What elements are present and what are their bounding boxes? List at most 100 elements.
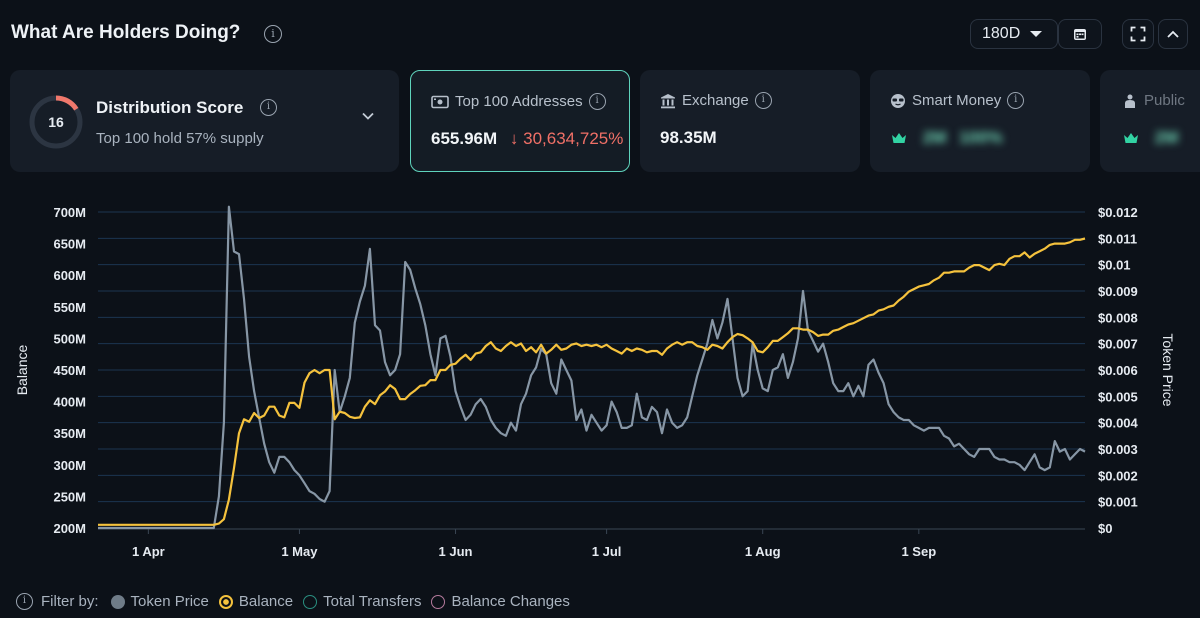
right-tick-label: $0.002: [1098, 468, 1138, 483]
top-100-label: Top 100 Addresses: [455, 93, 583, 110]
chevron-up-icon: [1167, 30, 1179, 38]
left-tick-label: 200M: [53, 521, 86, 536]
page-title: What Are Holders Doing?: [11, 22, 241, 43]
top-100-change-value: 30,634,725%: [523, 129, 624, 148]
top-100-addresses-card[interactable]: Top 100 Addresses i 655.96M ↓ 30,634,725…: [410, 70, 630, 172]
calendar-button[interactable]: [1058, 19, 1102, 49]
right-tick-label: $0.007: [1098, 337, 1138, 352]
filter-label: Filter by:: [41, 593, 99, 610]
left-tick-label: 250M: [53, 489, 86, 504]
right-tick-label: $0.004: [1098, 416, 1139, 431]
left-tick-label: 650M: [53, 237, 86, 252]
filter-token-price[interactable]: Token Price: [110, 593, 209, 610]
crown-icon: [1124, 133, 1138, 143]
crown-icon: [892, 133, 906, 143]
arrow-down-icon: ↓: [509, 129, 524, 148]
info-icon[interactable]: i: [16, 593, 33, 610]
left-axis-title: Balance: [14, 344, 30, 395]
right-tick-label: $0.008: [1098, 310, 1138, 325]
top-100-value-row: 655.96M ↓ 30,634,725%: [431, 129, 623, 149]
public-value: 2M: [1154, 128, 1179, 147]
x-tick-label: 1 Apr: [132, 544, 165, 559]
public-card[interactable]: Public 2M: [1100, 70, 1200, 172]
legend-dot-icon: [431, 594, 446, 609]
exchange-card[interactable]: Exchange i 98.35M: [640, 70, 860, 172]
filter-label-text: Total Transfers: [323, 593, 422, 610]
legend-dot-icon: [218, 594, 233, 609]
info-icon[interactable]: i: [1007, 92, 1025, 109]
smart-money-label: Smart Money: [912, 92, 1002, 109]
x-tick-label: 1 Jul: [592, 544, 622, 559]
time-range-select[interactable]: 180D: [970, 19, 1058, 49]
x-tick-label: 1 May: [281, 544, 318, 559]
right-tick-label: $0.005: [1098, 389, 1138, 404]
smart-money-value-row: 2M 100%: [890, 128, 1003, 148]
collapse-button[interactable]: [1158, 19, 1188, 49]
money-icon: [431, 95, 449, 108]
filter-items: Token Price Balance Total Transfers Balance…: [110, 593, 580, 610]
info-icon[interactable]: i: [260, 99, 277, 116]
top-100-change: ↓ 30,634,725%: [510, 129, 623, 148]
info-icon[interactable]: i: [588, 93, 606, 110]
distribution-score-subtitle: Top 100 hold 57% supply: [96, 130, 264, 147]
left-tick-label: 600M: [53, 268, 86, 283]
expand-icon: [1130, 26, 1146, 42]
smart-money-value: 2M: [922, 128, 947, 147]
right-tick-label: $0.01: [1098, 258, 1131, 273]
holders-chart: $0 $0.001 $0.002 $0.003 $0.004 $0.005 $0.006 $0…: [0, 196, 1200, 568]
caret-down-icon: [1030, 31, 1043, 37]
exchange-value: 98.35M: [660, 128, 717, 147]
card-header: Exchange i: [660, 92, 772, 109]
calendar-icon: [1074, 29, 1086, 40]
right-tick-label: $0.001: [1098, 495, 1138, 510]
filter-label-text: Token Price: [130, 593, 209, 610]
distribution-score-card[interactable]: 16 Distribution Score i Top 100 hold 57%…: [10, 70, 399, 172]
x-tick-label: 1 Aug: [745, 544, 781, 559]
right-tick-label: $0: [1098, 521, 1112, 536]
score-ring: [29, 95, 83, 149]
filter-balance[interactable]: Balance: [218, 593, 294, 610]
legend-dot-icon: [110, 594, 125, 609]
right-tick-label: $0.003: [1098, 442, 1138, 457]
left-tick-label: 450M: [53, 363, 86, 378]
expand-button[interactable]: [1122, 19, 1154, 49]
bank-icon: [661, 93, 675, 108]
legend-dot-icon: [303, 594, 318, 609]
x-tick-label: 1 Jun: [439, 544, 473, 559]
card-header: Smart Money i: [890, 92, 1025, 109]
left-tick-label: 350M: [53, 426, 86, 441]
left-tick-label: 550M: [53, 300, 86, 315]
filter-total-transfers[interactable]: Total Transfers: [303, 593, 421, 610]
right-tick-label: $0.012: [1098, 205, 1138, 220]
left-tick-label: 400M: [53, 395, 86, 410]
right-tick-label: $0.009: [1098, 284, 1138, 299]
distribution-score-title: Distribution Score: [96, 98, 244, 117]
smart-money-card[interactable]: Smart Money i 2M 100%: [870, 70, 1090, 172]
header: What Are Holders Doing? i 180D: [0, 0, 1200, 68]
filter-bar: i Filter by: Token Price Balance Total Tra…: [16, 593, 580, 610]
card-header: Public: [1122, 92, 1185, 109]
chevron-down-icon[interactable]: [360, 110, 376, 122]
right-tick-label: $0.006: [1098, 363, 1138, 378]
exchange-label: Exchange: [682, 92, 749, 109]
left-tick-label: 500M: [53, 331, 86, 346]
left-tick-label: 700M: [53, 205, 86, 220]
filter-label-text: Balance: [238, 593, 294, 610]
balance-series-line: [98, 237, 1086, 526]
score-ring-progress: [29, 95, 83, 149]
time-range-label: 180D: [982, 25, 1021, 42]
info-icon[interactable]: i: [754, 92, 772, 109]
filter-label-text: Balance Changes: [451, 593, 570, 610]
card-header: Top 100 Addresses i: [431, 93, 606, 110]
left-tick-label: 300M: [53, 458, 86, 473]
info-icon[interactable]: i: [264, 25, 282, 43]
public-value-row: 2M: [1122, 128, 1178, 148]
right-tick-label: $0.011: [1098, 231, 1137, 246]
sunglasses-face-icon: [891, 93, 905, 108]
distribution-score-value: 16: [48, 114, 64, 130]
smart-money-change: 100%: [959, 128, 1003, 147]
public-figure-icon: [1125, 94, 1135, 108]
chart-svg: $0 $0.001 $0.002 $0.003 $0.004 $0.005 $0.006 $0…: [14, 205, 1176, 559]
x-tick-label: 1 Sep: [901, 544, 936, 559]
filter-balance-changes[interactable]: Balance Changes: [431, 593, 570, 610]
